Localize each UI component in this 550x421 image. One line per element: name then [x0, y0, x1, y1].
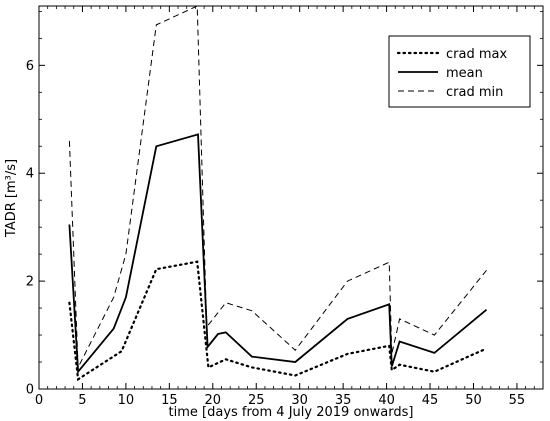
series-line-mean	[68, 133, 488, 375]
y-axis-title: TADR [m³/s]	[4, 159, 19, 238]
legend-label-crad-min: crad min	[446, 85, 503, 100]
x-tick-label: 45	[422, 393, 439, 408]
x-tick-label: 30	[291, 393, 308, 408]
x-tick-label: 15	[161, 393, 178, 408]
x-tick-label: 50	[465, 393, 482, 408]
x-tick-label: 40	[378, 393, 395, 408]
x-tick-label: 55	[509, 393, 526, 408]
x-tick-label: 20	[205, 393, 222, 408]
x-axis-title: time [days from 4 July 2019 onwards]	[169, 405, 414, 420]
y-tick-label: 4	[26, 167, 34, 182]
series-line-crad-min	[68, 5, 487, 370]
y-tick-label: 2	[26, 275, 34, 290]
series-line-crad-max	[68, 260, 488, 382]
x-tick-label: 10	[118, 393, 135, 408]
legend-label-mean: mean	[446, 66, 483, 81]
x-tick-label: 5	[78, 393, 86, 408]
legend: crad max mean crad min	[388, 35, 531, 108]
x-tick-label: 35	[335, 393, 352, 408]
x-tick-label: 25	[248, 393, 265, 408]
series-layer	[68, 5, 488, 382]
ticks-layer: 0 5 10 15 20 25 30 35 40 45 50 55 0 2 4 6	[26, 6, 543, 408]
x-tick-label: 0	[35, 393, 43, 408]
y-tick-label: 6	[26, 59, 34, 74]
y-tick-label: 0	[26, 383, 34, 398]
legend-label-crad-max: crad max	[446, 47, 507, 62]
